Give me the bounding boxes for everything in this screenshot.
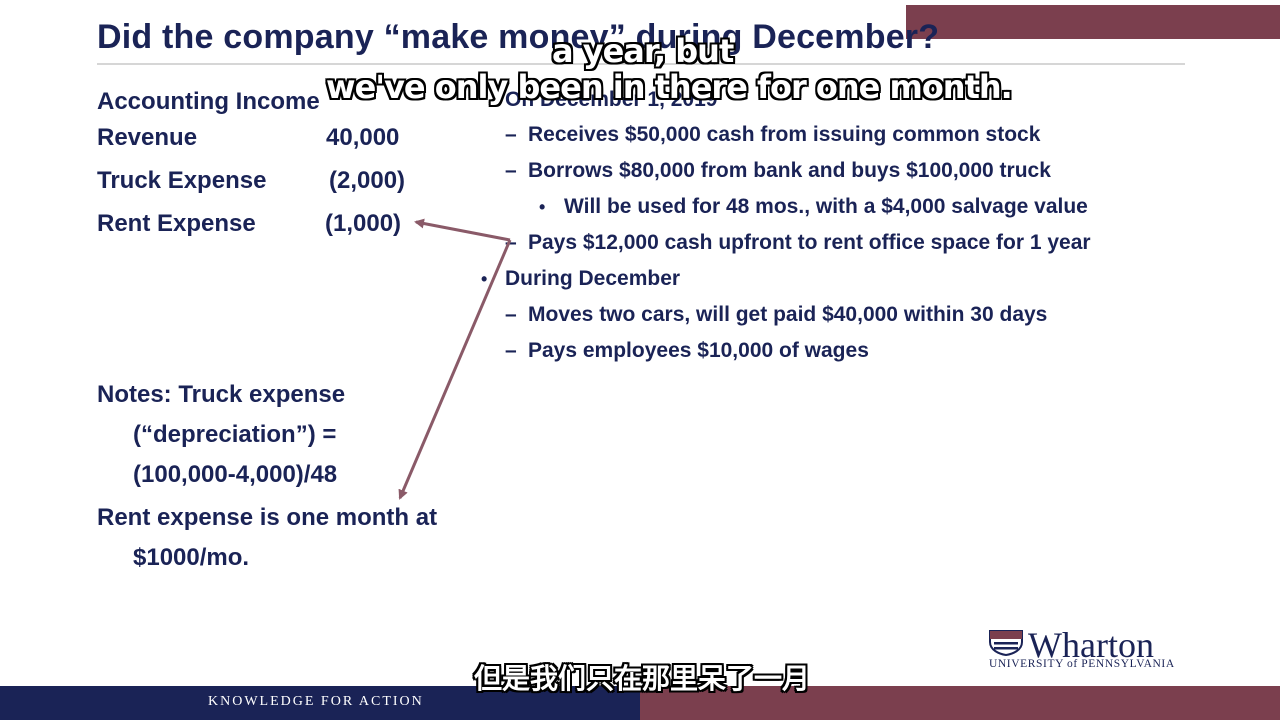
notes-line: $1000/mo. <box>133 544 250 571</box>
rent-expense-value: (1,000) <box>325 210 402 237</box>
title-divider <box>97 63 1185 65</box>
arrow-to-rent-note <box>398 239 512 500</box>
notes-line: (“depreciation”) = <box>133 421 337 448</box>
notes-line: (100,000-4,000)/48 <box>133 461 338 488</box>
dash-marker: – <box>505 231 517 254</box>
list-subitem: Will be used for 48 mos., with a $4,000 … <box>564 195 1088 218</box>
list-item: Borrows $80,000 from bank and buys $100,… <box>528 159 1051 182</box>
subtitle-chinese: 但是我们只在那里呆了一月 <box>474 662 811 695</box>
dash-marker: – <box>505 303 517 326</box>
list-item: Receives $50,000 cash from issuing commo… <box>528 123 1041 146</box>
subtitle-english-line1: a year, but <box>552 32 734 70</box>
revenue-value: 40,000 <box>326 124 400 151</box>
notes-line: Rent expense is one month at <box>97 504 438 531</box>
dash-marker: – <box>505 123 517 146</box>
bullet-marker: • <box>481 269 488 289</box>
penn-shield-icon <box>989 630 1023 656</box>
list-item: Pays $12,000 cash upfront to rent office… <box>528 231 1091 254</box>
rent-expense-label: Rent Expense <box>97 210 256 237</box>
footer-tagline: KNOWLEDGE FOR ACTION <box>208 694 424 709</box>
dash-marker: – <box>505 339 517 362</box>
list-item: Pays employees $10,000 of wages <box>528 339 869 362</box>
dash-marker: – <box>505 159 517 182</box>
subtitle-english-line2: we've only been in there for one month. <box>326 68 1013 106</box>
notes-line: Notes: Truck expense <box>97 381 346 408</box>
truck-expense-label: Truck Expense <box>97 167 267 194</box>
footer-bar-left <box>0 686 640 720</box>
right-heading-december-1: On December 1, 2019 <box>505 88 718 111</box>
accounting-income-heading: Accounting Income <box>97 88 320 115</box>
bullet-marker: • <box>539 197 546 217</box>
wharton-logo-subtitle: UNIVERSITY of PENNSYLVANIA <box>989 658 1175 670</box>
arrow-to-rent-expense <box>414 218 511 242</box>
truck-expense-value: (2,000) <box>329 167 406 194</box>
list-item: Moves two cars, will get paid $40,000 wi… <box>528 303 1048 326</box>
right-heading-during-december: During December <box>505 267 681 290</box>
top-accent-bar <box>906 5 1280 39</box>
wharton-logo-wordmark: Wharton <box>1028 625 1154 665</box>
slide-title: Did the company “make money” during Dece… <box>97 18 940 56</box>
footer-bar-right <box>640 686 1280 720</box>
revenue-label: Revenue <box>97 124 198 151</box>
